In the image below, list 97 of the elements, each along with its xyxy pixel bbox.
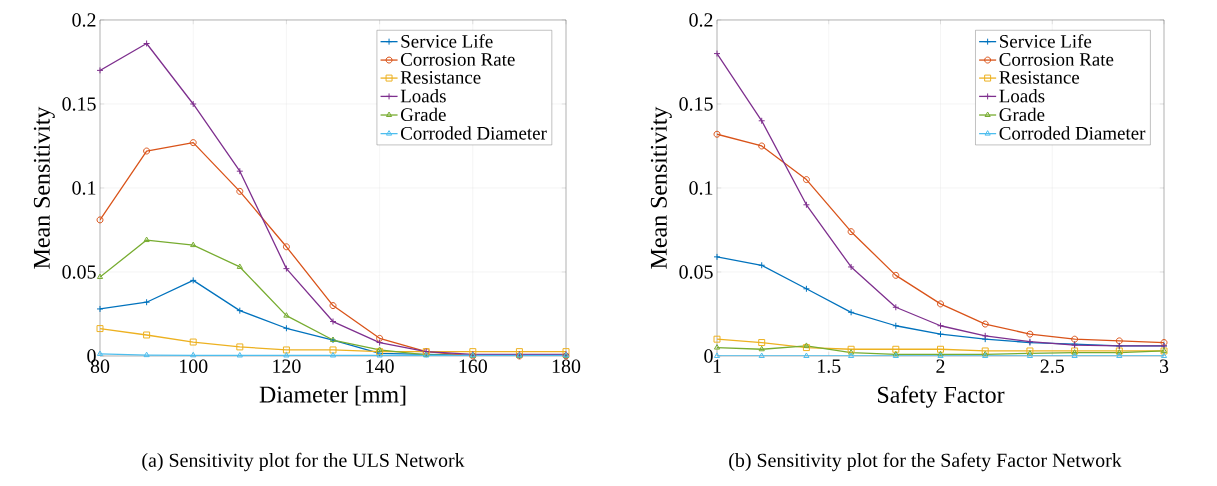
- y-axis-title: Mean Sensitivity: [33, 106, 55, 269]
- x-tick-label: 140: [366, 359, 394, 373]
- point: [758, 339, 766, 347]
- point: [329, 302, 337, 310]
- point: [937, 300, 944, 308]
- x-tick-label: 3: [1159, 359, 1169, 373]
- point: [189, 139, 197, 147]
- point: [189, 338, 197, 346]
- legend-label: Loads: [999, 89, 1045, 103]
- point: [143, 147, 151, 155]
- point: [981, 320, 989, 328]
- legend-label: Corrosion Rate: [400, 53, 515, 66]
- point: [758, 345, 765, 352]
- y-tick-label: 0.1: [72, 181, 96, 195]
- point: [802, 176, 810, 184]
- x-tick-label: 100: [180, 359, 208, 373]
- point: [282, 346, 290, 354]
- point: [143, 331, 151, 339]
- legend-label: Grade: [999, 107, 1045, 122]
- point: [283, 351, 290, 358]
- point: [282, 324, 290, 332]
- point: [236, 307, 244, 315]
- point: [143, 351, 150, 358]
- point: [376, 334, 384, 342]
- point: [190, 351, 197, 358]
- point: [236, 167, 244, 175]
- y-tick-label: 0.2: [72, 13, 96, 27]
- point: [236, 263, 243, 269]
- x-tick-label: 2.5: [1040, 359, 1064, 373]
- point: [937, 345, 944, 353]
- point: [236, 351, 243, 358]
- point: [892, 345, 900, 353]
- point: [329, 346, 337, 354]
- y-tick-label: 0.15: [62, 97, 96, 111]
- legend-label: Corroded Diameter: [999, 126, 1146, 140]
- text: (b) Sensitivity plot for the Safety Factor Network: [729, 452, 1122, 472]
- legend-label: Corrosion Rate: [999, 53, 1114, 66]
- point: [892, 271, 900, 279]
- point: [143, 236, 150, 243]
- x-axis-title: Safety Factor: [878, 385, 1005, 408]
- point: [376, 339, 384, 347]
- point: [802, 344, 810, 352]
- point: [937, 322, 944, 330]
- point: [847, 345, 855, 353]
- y-tick-label: 0.05: [679, 265, 713, 279]
- point: [803, 342, 810, 348]
- point: [847, 308, 855, 316]
- point: [96, 325, 104, 333]
- x-tick-label: 180: [552, 359, 581, 373]
- legend-label: Service Life: [1000, 34, 1092, 48]
- legend-label: Loads: [400, 89, 446, 103]
- point: [892, 303, 900, 311]
- point: [329, 351, 337, 358]
- legend-label: Corroded Diameter: [400, 126, 547, 140]
- point: [802, 285, 810, 293]
- point: [847, 228, 855, 236]
- point: [189, 276, 197, 284]
- point: [376, 346, 383, 352]
- point: [236, 343, 244, 351]
- point: [758, 117, 766, 125]
- point: [758, 142, 766, 150]
- point: [282, 265, 290, 273]
- legend-label: Resistance: [999, 71, 1080, 84]
- y-tick-label: 0.15: [679, 97, 713, 111]
- point: [1026, 330, 1034, 338]
- point: [847, 263, 855, 271]
- point: [802, 201, 810, 209]
- point: [236, 187, 244, 195]
- point: [283, 312, 290, 318]
- legend-label: Resistance: [400, 71, 481, 84]
- x-tick-label: 2: [936, 359, 945, 373]
- legend-label: Grade: [400, 107, 446, 122]
- x-tick-label: 160: [459, 359, 487, 373]
- x-tick-label: 120: [273, 359, 301, 373]
- point: [1071, 335, 1079, 343]
- y-tick-label: 0: [704, 349, 713, 363]
- y-tick-label: 0.2: [689, 13, 713, 27]
- point: [803, 352, 810, 358]
- y-axis-title: Mean Sensitivity: [650, 106, 672, 269]
- point: [758, 352, 765, 358]
- point: [189, 100, 197, 108]
- point: [758, 261, 766, 269]
- point: [282, 243, 290, 251]
- point: [143, 298, 151, 306]
- point: [713, 335, 721, 343]
- x-tick-label: 1.5: [818, 359, 841, 373]
- point: [329, 318, 337, 326]
- text: (a) Sensitivity plot for the ULS Network: [142, 452, 465, 472]
- point: [190, 241, 197, 248]
- y-tick-label: 0.05: [62, 265, 96, 279]
- point: [937, 330, 944, 338]
- point: [892, 322, 900, 330]
- point: [1115, 337, 1123, 345]
- x-tick-label: 1: [713, 359, 721, 373]
- y-tick-label: 0.1: [689, 181, 713, 195]
- x-axis-title: Diameter [mm]: [259, 385, 406, 406]
- legend-label: Service Life: [401, 34, 493, 48]
